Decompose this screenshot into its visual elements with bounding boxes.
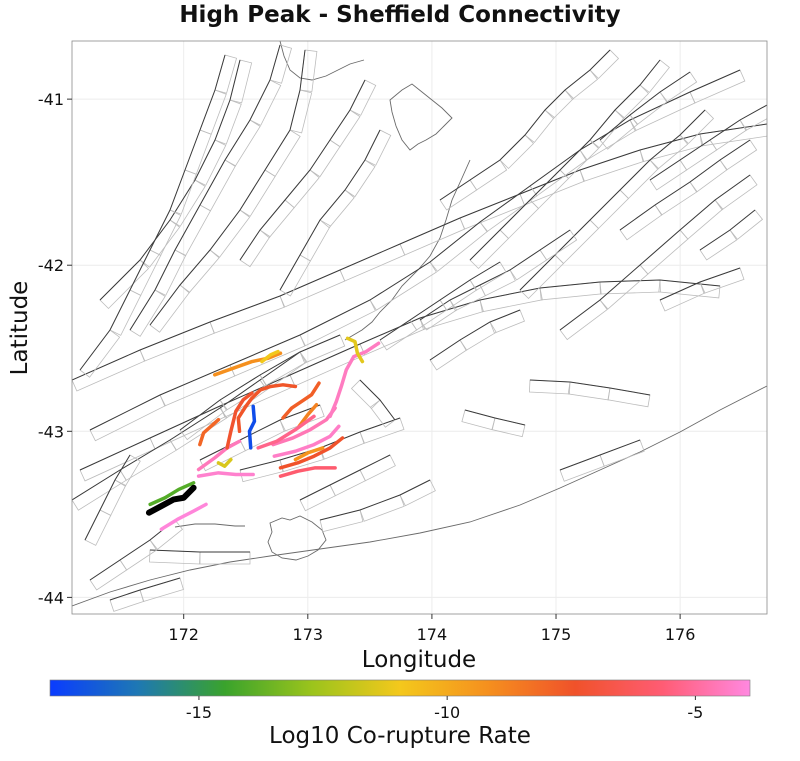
fault-trace [659,267,741,301]
fault-trace [79,54,226,371]
rupture-fault-trace [212,351,283,377]
fault-trace [89,69,741,431]
rupture-fault-trace [256,414,316,450]
rupture-fault-trace [328,341,381,419]
fault-trace [299,454,391,501]
fault-trace [599,71,691,141]
fault-trace [419,229,571,321]
fault-trace [649,104,767,181]
x-tick-label: 175 [541,625,572,644]
rupture-fault-trace [225,391,254,450]
x-axis-label: Longitude [362,647,476,673]
rupture-fault-trace [345,336,365,364]
fault-trace [464,409,526,426]
rupture-fault-trace [272,424,341,458]
colorbar: -15 -10 -5 [49,679,751,722]
fault-trace [84,454,131,541]
rupture-fault-trace [278,436,345,470]
rupture-faults [148,336,381,532]
x-tick: 172 [168,614,199,644]
fault-trace [79,279,721,471]
fault-trace [379,261,501,341]
fault-trace [99,59,241,301]
y-tick-label: -41 [38,90,64,109]
y-axis: -41 -42 -43 -44 Latitude [7,90,72,607]
colorbar-tick: -5 [687,696,703,722]
rupture-fault-trace [196,471,255,478]
rupture-fault-trace [293,446,325,462]
fault-trace [519,109,706,291]
rupture-fault-trace [297,402,319,429]
x-tick: 173 [293,614,324,644]
y-tick: -43 [38,422,72,441]
y-tick-label: -42 [38,256,64,275]
fault-trace [129,44,281,331]
fault-trace [149,549,250,553]
rupture-fault-trace [148,481,196,507]
x-axis: 172 173 174 175 176 Longitude [168,614,695,673]
fault-trace [699,209,756,251]
fault-trace [429,309,521,361]
fault-trace [109,577,181,601]
plot-border [71,40,768,615]
rupture-fault-trace [159,502,208,532]
map-layers [72,41,767,612]
rupture-fault-trace [196,439,242,472]
rupture-fault-trace [278,466,337,478]
rupture-fault-trace [281,381,321,420]
chart-title: High Peak - Sheffield Connectivity [179,2,621,28]
fault-trace [239,79,366,261]
colorbar-tick: -15 [186,696,212,722]
fault-trace [199,404,321,461]
y-tick-label: -43 [38,422,64,441]
colorbar-bar [49,679,751,697]
fault-trace [279,129,381,291]
rupture-fault-trace [198,417,221,447]
colorbar-tick-label: -10 [434,703,460,722]
x-tick-label: 176 [665,625,696,644]
fault-trace [559,174,751,331]
rupture-fault-trace [216,457,233,468]
fault-trace [619,139,751,231]
y-tick-label: -44 [38,588,64,607]
y-axis-label: Latitude [7,281,33,376]
fault-trace [359,379,396,421]
fault-trace [529,379,651,396]
colorbar-tick-label: -15 [186,703,212,722]
rupture-fault-trace [260,349,280,364]
fault-trace [179,334,341,431]
rupture-fault-trace [236,383,298,434]
colorbar-tick: -10 [434,696,460,722]
fault-trace [319,479,431,521]
y-tick: -42 [38,256,72,275]
x-tick: 176 [665,614,696,644]
colorbar-tick-label: -5 [687,703,703,722]
fault-trace [72,123,767,381]
fault-trace [439,49,611,201]
plot-panel [72,41,767,614]
source-fault [145,484,197,516]
rupture-fault-trace [247,404,257,450]
x-tick-label: 174 [417,625,448,644]
x-tick: 174 [417,614,448,644]
y-tick: -41 [38,90,72,109]
x-tick-label: 173 [293,625,324,644]
fault-trace [559,439,641,471]
y-tick: -44 [38,588,72,607]
fault-network [72,44,767,612]
fault-trace [149,49,306,326]
x-tick: 175 [541,614,572,644]
colorbar-label: Log10 Co-rupture Rate [269,723,531,749]
fault-trace [469,59,661,261]
source-fault-trace [145,484,197,516]
fault-trace [72,351,301,501]
x-tick-label: 172 [168,625,199,644]
